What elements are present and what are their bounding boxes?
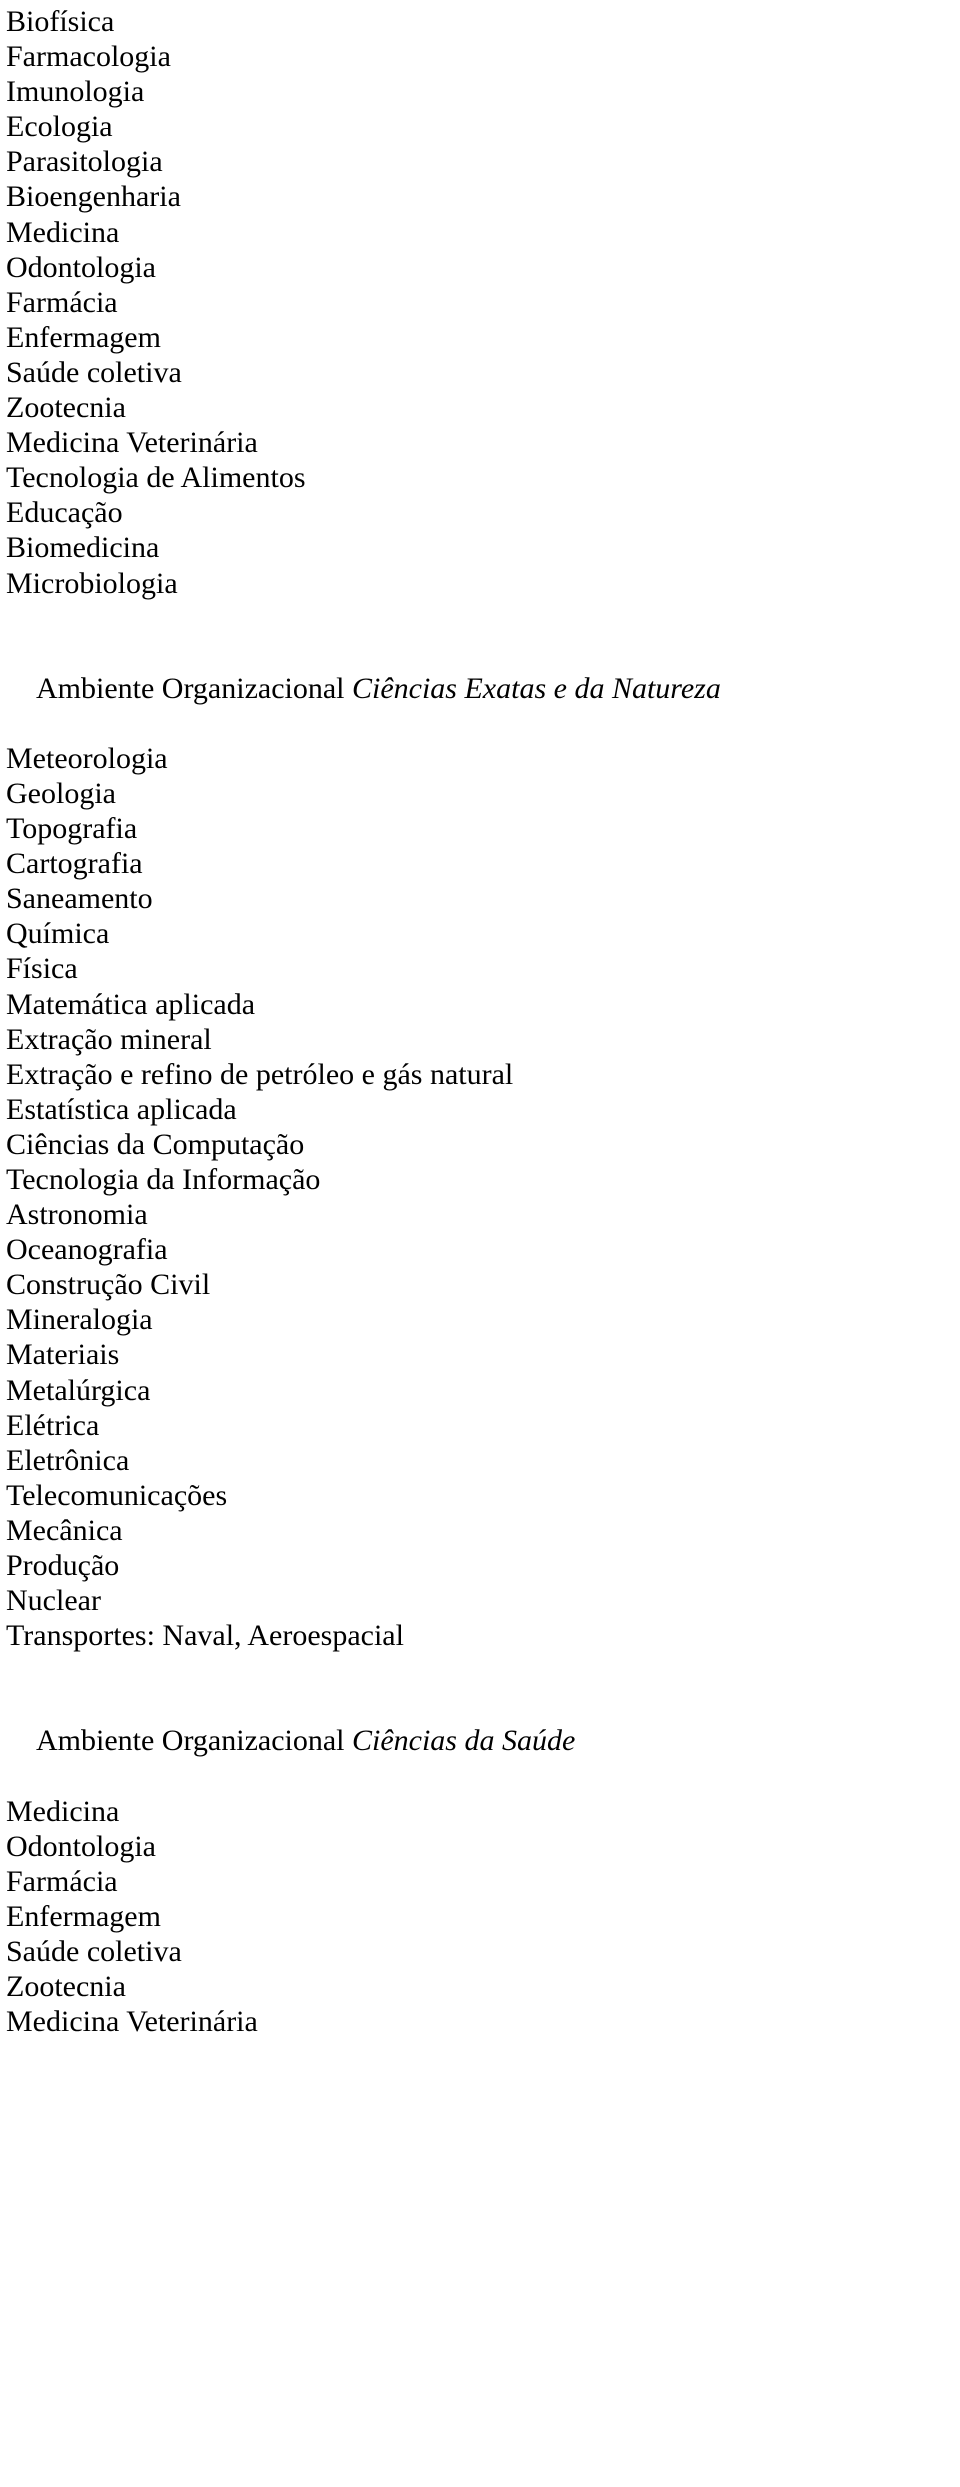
text-line: Saúde coletiva [6, 355, 954, 390]
text-line: Farmacologia [6, 39, 954, 74]
text-line: Materiais [6, 1337, 954, 1372]
text-line: Tecnologia de Alimentos [6, 460, 954, 495]
section-heading: Ambiente Organizacional Ciências da Saúd… [6, 1688, 954, 1793]
text-line: Educação [6, 495, 954, 530]
blank-line [6, 1653, 954, 1688]
heading-prefix: Ambiente Organizacional [36, 1724, 352, 1757]
text-line: Medicina Veterinária [6, 2004, 954, 2039]
text-line: Topografia [6, 811, 954, 846]
document-body: Biofísica Farmacologia Imunologia Ecolog… [6, 4, 954, 2039]
text-line: Produção [6, 1548, 954, 1583]
text-line: Imunologia [6, 74, 954, 109]
section-heading: Ambiente Organizacional Ciências Exatas … [6, 636, 954, 741]
text-line: Medicina [6, 215, 954, 250]
text-line: Medicina [6, 1794, 954, 1829]
text-line: Biomedicina [6, 530, 954, 565]
text-line: Medicina Veterinária [6, 425, 954, 460]
text-line: Elétrica [6, 1408, 954, 1443]
text-line: Mecânica [6, 1513, 954, 1548]
text-line: Transportes: Naval, Aeroespacial [6, 1618, 954, 1653]
text-line: Farmácia [6, 1864, 954, 1899]
text-line: Microbiologia [6, 566, 954, 601]
text-line: Biofísica [6, 4, 954, 39]
text-line: Construção Civil [6, 1267, 954, 1302]
text-line: Física [6, 951, 954, 986]
text-line: Meteorologia [6, 741, 954, 776]
text-line: Ciências da Computação [6, 1127, 954, 1162]
text-line: Tecnologia da Informação [6, 1162, 954, 1197]
text-line: Odontologia [6, 250, 954, 285]
text-line: Saúde coletiva [6, 1934, 954, 1969]
text-line: Matemática aplicada [6, 987, 954, 1022]
text-line: Odontologia [6, 1829, 954, 1864]
text-line: Cartografia [6, 846, 954, 881]
text-line: Ecologia [6, 109, 954, 144]
text-line: Astronomia [6, 1197, 954, 1232]
text-line: Zootecnia [6, 1969, 954, 2004]
text-line: Farmácia [6, 285, 954, 320]
text-line: Geologia [6, 776, 954, 811]
text-line: Saneamento [6, 881, 954, 916]
heading-italic: Ciências da Saúde [352, 1724, 575, 1757]
text-line: Estatística aplicada [6, 1092, 954, 1127]
heading-prefix: Ambiente Organizacional [36, 672, 352, 705]
text-line: Parasitologia [6, 144, 954, 179]
text-line: Oceanografia [6, 1232, 954, 1267]
text-line: Extração mineral [6, 1022, 954, 1057]
text-line: Zootecnia [6, 390, 954, 425]
text-line: Extração e refino de petróleo e gás natu… [6, 1057, 954, 1092]
text-line: Enfermagem [6, 1899, 954, 1934]
text-line: Nuclear [6, 1583, 954, 1618]
text-line: Química [6, 916, 954, 951]
text-line: Enfermagem [6, 320, 954, 355]
text-line: Metalúrgica [6, 1373, 954, 1408]
heading-italic: Ciências Exatas e da Natureza [352, 672, 721, 705]
text-line: Mineralogia [6, 1302, 954, 1337]
blank-line [6, 601, 954, 636]
text-line: Eletrônica [6, 1443, 954, 1478]
text-line: Bioengenharia [6, 179, 954, 214]
text-line: Telecomunicações [6, 1478, 954, 1513]
